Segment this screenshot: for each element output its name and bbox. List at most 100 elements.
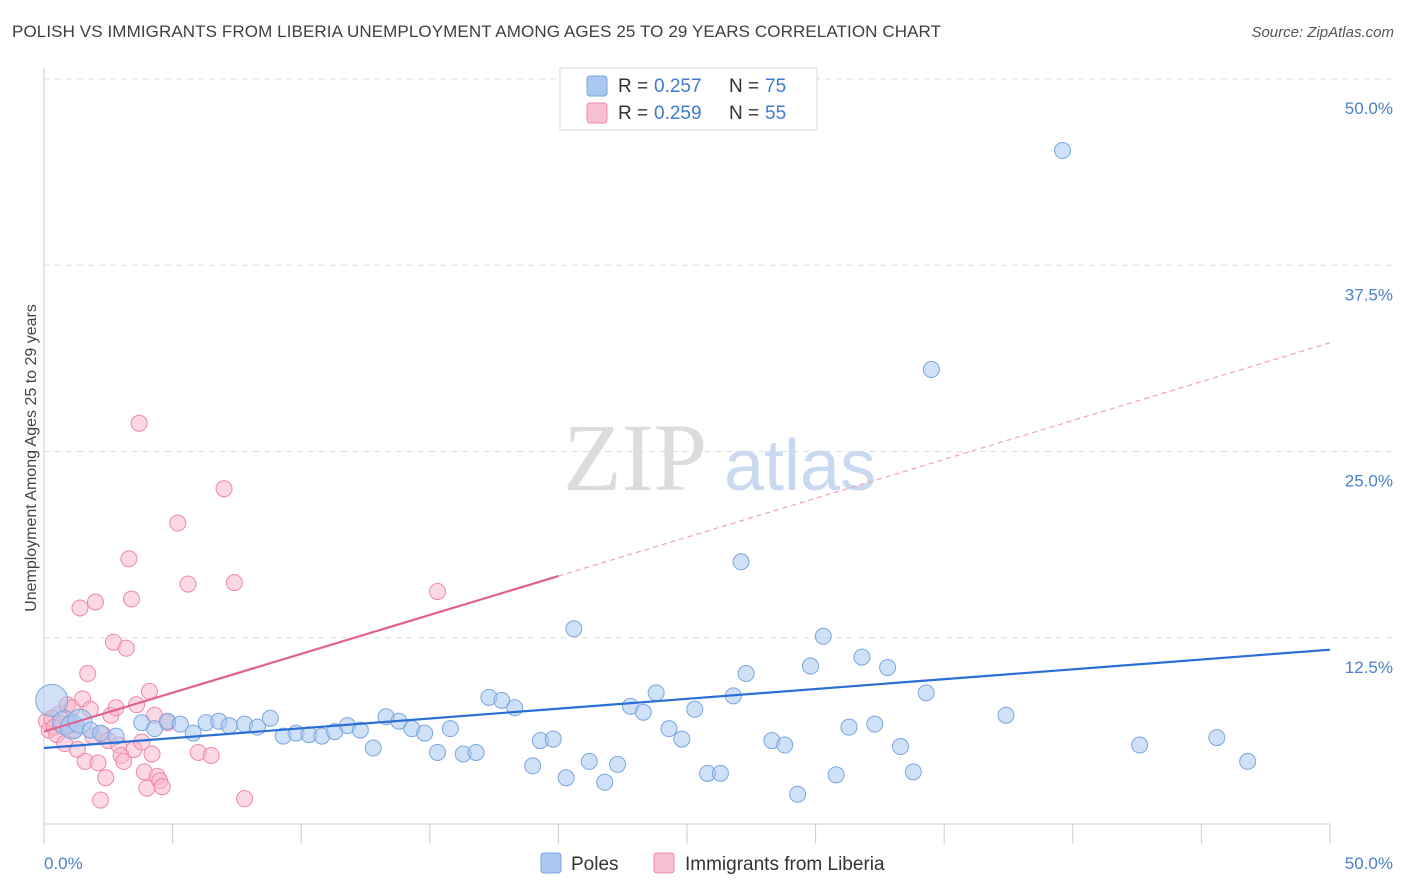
series-legend: Poles Immigrants from Liberia	[540, 852, 885, 875]
liberia-point	[215, 480, 233, 498]
liberia-point	[115, 752, 133, 770]
legend-liberia-r-value: 0.259	[654, 103, 702, 124]
chart-source: Source: ZipAtlas.com	[1251, 24, 1394, 41]
grid-lines	[44, 78, 1395, 639]
poles-point	[596, 773, 614, 791]
watermark: ZIP atlas	[563, 404, 876, 511]
y-tick-label: 37.5%	[1345, 285, 1393, 304]
watermark-zip: ZIP	[563, 404, 707, 511]
legend-liberia-n-label: N =	[729, 103, 759, 124]
poles-point	[441, 720, 459, 738]
legend-liberia-r-label: R =	[618, 103, 648, 124]
x-tick-label: 0.0%	[44, 854, 83, 873]
poles-point	[891, 738, 909, 756]
poles-point	[922, 361, 940, 379]
poles-point	[493, 691, 511, 709]
poles-point	[997, 706, 1015, 724]
poles-point	[853, 648, 871, 666]
poles-point	[634, 703, 652, 721]
poles-point	[364, 739, 382, 757]
poles-point	[580, 752, 598, 770]
poles-point	[904, 763, 922, 781]
poles-point	[1054, 142, 1072, 160]
poles-point	[609, 755, 627, 773]
liberia-point	[122, 590, 140, 608]
poles-point	[879, 659, 897, 677]
bottom-legend-poles: Poles	[571, 854, 619, 875]
liberia-point	[97, 769, 115, 787]
correlation-legend: R = 0.257 N = 75 R = 0.259 N = 55	[559, 67, 818, 131]
poles-point	[737, 665, 755, 683]
poles-point	[184, 724, 202, 742]
poles-point	[220, 717, 238, 735]
poles-point	[686, 700, 704, 718]
poles-point	[92, 724, 110, 742]
axes	[43, 68, 1331, 844]
legend-swatch-poles	[586, 75, 608, 97]
poles-trend-line	[43, 648, 1331, 750]
liberia-point	[143, 745, 161, 763]
poles-point	[732, 553, 750, 571]
liberia-point	[71, 599, 89, 617]
liberia-point	[128, 696, 146, 714]
poles-point	[416, 724, 434, 742]
liberia-point	[169, 514, 187, 532]
poles-point	[801, 657, 819, 675]
poles-point	[840, 718, 858, 736]
liberia-point	[225, 574, 243, 592]
legend-liberia-n-value: 55	[765, 103, 786, 124]
poles-point	[1131, 736, 1149, 754]
poles-point	[917, 684, 935, 702]
poles-point	[467, 743, 485, 761]
liberia-trend-line	[43, 575, 559, 733]
watermark-atlas: atlas	[724, 426, 876, 506]
poles-point	[146, 720, 164, 738]
trend-lines	[43, 342, 1331, 750]
liberia-point	[120, 550, 138, 568]
legend-poles-r-label: R =	[618, 76, 648, 97]
y-tick-label: 25.0%	[1345, 472, 1393, 491]
poles-point	[660, 720, 678, 738]
poles-point	[711, 764, 729, 782]
legend-poles-r-value: 0.257	[654, 76, 702, 97]
poles-point	[565, 620, 583, 638]
y-axis-label: Unemployment Among Ages 25 to 29 years	[23, 304, 40, 612]
tick-labels: 12.5% 25.0% 37.5% 50.0% 0.0% 50.0%	[44, 99, 1393, 873]
bottom-legend-swatch-poles	[540, 852, 562, 874]
poles-point	[544, 730, 562, 748]
liberia-point	[92, 791, 110, 809]
liberia-point	[79, 665, 97, 683]
liberia-point	[86, 593, 104, 611]
poles-point	[1239, 752, 1257, 770]
poles-point	[351, 721, 369, 739]
liberia-point	[153, 778, 171, 796]
poles-point	[35, 683, 69, 717]
liberia-point	[236, 790, 254, 808]
poles-point	[776, 736, 794, 754]
bottom-legend-swatch-liberia	[653, 852, 675, 874]
liberia-point	[130, 414, 148, 432]
poles-point	[789, 785, 807, 803]
liberia-point	[89, 754, 107, 772]
liberia-point	[179, 575, 197, 593]
poles-point	[1208, 729, 1226, 747]
liberia-point	[429, 583, 447, 601]
poles-point	[261, 709, 279, 727]
legend-swatch-liberia	[586, 102, 608, 124]
liberia-point	[202, 746, 220, 764]
poles-point	[866, 715, 884, 733]
poles-point	[524, 757, 542, 775]
y-tick-label: 12.5%	[1345, 658, 1393, 677]
poles-point	[171, 715, 189, 733]
liberia-point	[117, 639, 135, 657]
y-tick-label: 50.0%	[1345, 99, 1393, 118]
legend-poles-n-value: 75	[765, 76, 786, 97]
poles-point	[647, 684, 665, 702]
poles-point	[107, 727, 125, 745]
chart-title: POLISH VS IMMIGRANTS FROM LIBERIA UNEMPL…	[12, 22, 942, 41]
poles-point	[557, 769, 575, 787]
poles-point	[814, 627, 832, 645]
poles-point	[827, 766, 845, 784]
legend-poles-n-label: N =	[729, 76, 759, 97]
